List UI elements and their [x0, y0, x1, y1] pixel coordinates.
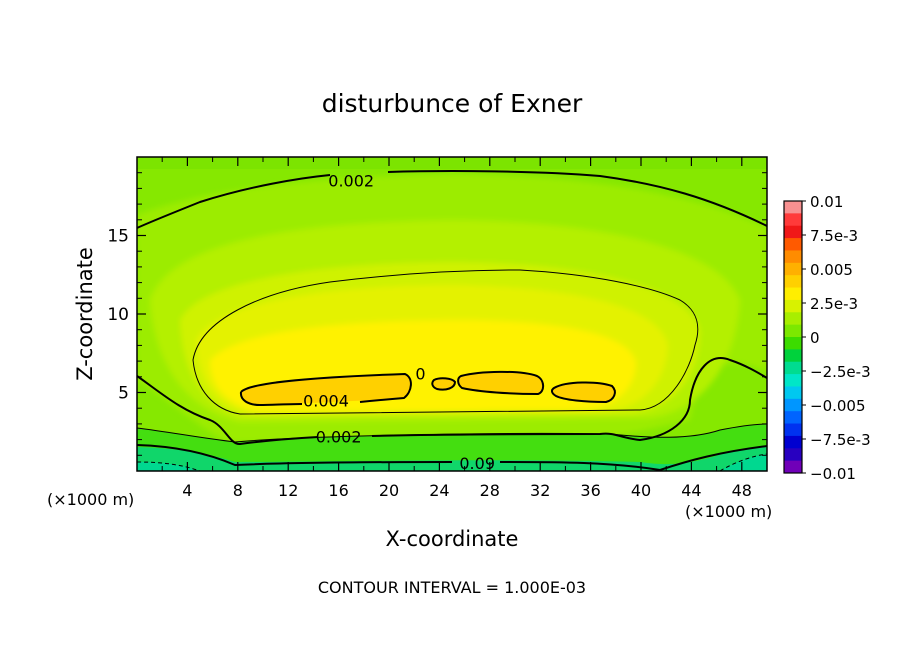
contour-line-0.001: [137, 423, 767, 443]
colorbar-swatch: [784, 275, 802, 289]
contour-line-negative: [137, 453, 767, 471]
colorbar-swatch: [784, 411, 802, 425]
colorbar-swatch: [784, 460, 802, 474]
x-unit-right: (×1000 m): [685, 502, 772, 521]
x-tick-label: 48: [732, 481, 752, 500]
field-level-max-3: [551, 382, 615, 402]
x-tick-label: 24: [429, 481, 449, 500]
colorbar-label: 7.5e-3: [810, 227, 858, 245]
colorbar-swatch: [784, 398, 802, 412]
x-axis: 4 8 12 16 20 24 28 32 36 40 44 48: [161, 157, 752, 500]
contour-line-0: [137, 444, 767, 471]
x-tick-label: 16: [328, 481, 348, 500]
contour-line-0.002-top: [137, 170, 767, 229]
x-tick-label: 28: [480, 481, 500, 500]
field-level-top: [137, 157, 767, 169]
x-tick-label: 4: [182, 481, 192, 500]
contour-label: 0: [415, 365, 425, 384]
colorbar-swatch: [784, 225, 802, 239]
contour-label: 0.002: [328, 172, 374, 191]
colorbar-swatch: [784, 337, 802, 350]
colorbar-swatch: [784, 361, 802, 375]
contour-field: [137, 157, 767, 471]
y-axis-label: Z-coordinate: [73, 247, 97, 381]
y-axis: 5 10 15: [107, 172, 767, 456]
contour-label: 0.002: [316, 427, 362, 446]
colorbar-swatch: [784, 435, 802, 449]
colorbar-swatch: [784, 423, 802, 437]
colorbar-label: 0: [810, 329, 820, 347]
colorbar-swatch: [784, 262, 802, 276]
colorbar-swatch: [784, 374, 802, 387]
x-tick-label: 20: [379, 481, 399, 500]
colorbar-swatch: [784, 324, 802, 338]
x-tick-label: 36: [580, 481, 600, 500]
x-tick-label: 40: [631, 481, 651, 500]
field-level-max-2: [458, 371, 544, 394]
colorbar-label: 0.005: [810, 261, 853, 279]
colorbar-swatch: [784, 349, 802, 363]
y-tick-label: 10: [107, 305, 129, 325]
contour-line-0.003-outer: [192, 269, 699, 415]
chart-title: disturbunce of Exner: [322, 89, 583, 118]
colorbar-label: 2.5e-3: [810, 295, 858, 313]
contour-line-0.004-d: [431, 377, 457, 391]
field-level-max-4: [432, 378, 455, 390]
x-tick-label: 8: [233, 481, 243, 500]
colorbar-label: −2.5e-3: [810, 363, 871, 381]
y-tick-label: 15: [107, 227, 129, 247]
x-tick-label: 32: [530, 481, 550, 500]
contour-line-0.004-c: [550, 381, 616, 404]
colorbar-label: 0.01: [810, 193, 843, 211]
field-level-ground-2: [137, 462, 200, 471]
colorbar-swatch: [784, 287, 802, 301]
colorbar-swatch: [784, 250, 802, 264]
colorbar-label: −7.5e-3: [810, 431, 871, 449]
contour-label: 0.09: [459, 454, 495, 473]
x-tick-label: 44: [681, 481, 701, 500]
contour-line-0.002-mid: [137, 357, 767, 445]
colorbar-swatch: [784, 386, 802, 400]
contour-interval: CONTOUR INTERVAL = 1.000E-03: [318, 578, 586, 597]
y-tick-label: 5: [118, 384, 129, 404]
x-axis-label: X-coordinate: [386, 527, 519, 551]
x-unit-left: (×1000 m): [47, 490, 134, 509]
colorbar-swatch: [784, 201, 802, 214]
colorbar-label: −0.005: [810, 397, 866, 415]
field-level-near-ground: [137, 424, 767, 471]
colorbar-swatch: [784, 238, 802, 251]
contour-labels: 0.002 0.004 0.002 0.09 0: [303, 172, 495, 474]
contour-line-0.004-b: [457, 370, 545, 396]
colorbar-swatch: [784, 448, 802, 462]
contour-lines: [137, 170, 767, 471]
x-tick-label: 12: [278, 481, 298, 500]
colorbar: 0.01 7.5e-3 0.005 2.5e-3 0 −2.5e-3 −0.005 −7.5e…: [783, 193, 871, 483]
colorbar-swatch: [784, 299, 802, 313]
field-level-ground-3: [720, 454, 767, 471]
contour-line-0.004-a: [239, 372, 412, 407]
colorbar-label: −0.01: [810, 465, 856, 483]
colorbar-swatch: [784, 213, 802, 227]
contour-label: 0.004: [303, 391, 349, 410]
colorbar-swatch: [784, 312, 802, 326]
